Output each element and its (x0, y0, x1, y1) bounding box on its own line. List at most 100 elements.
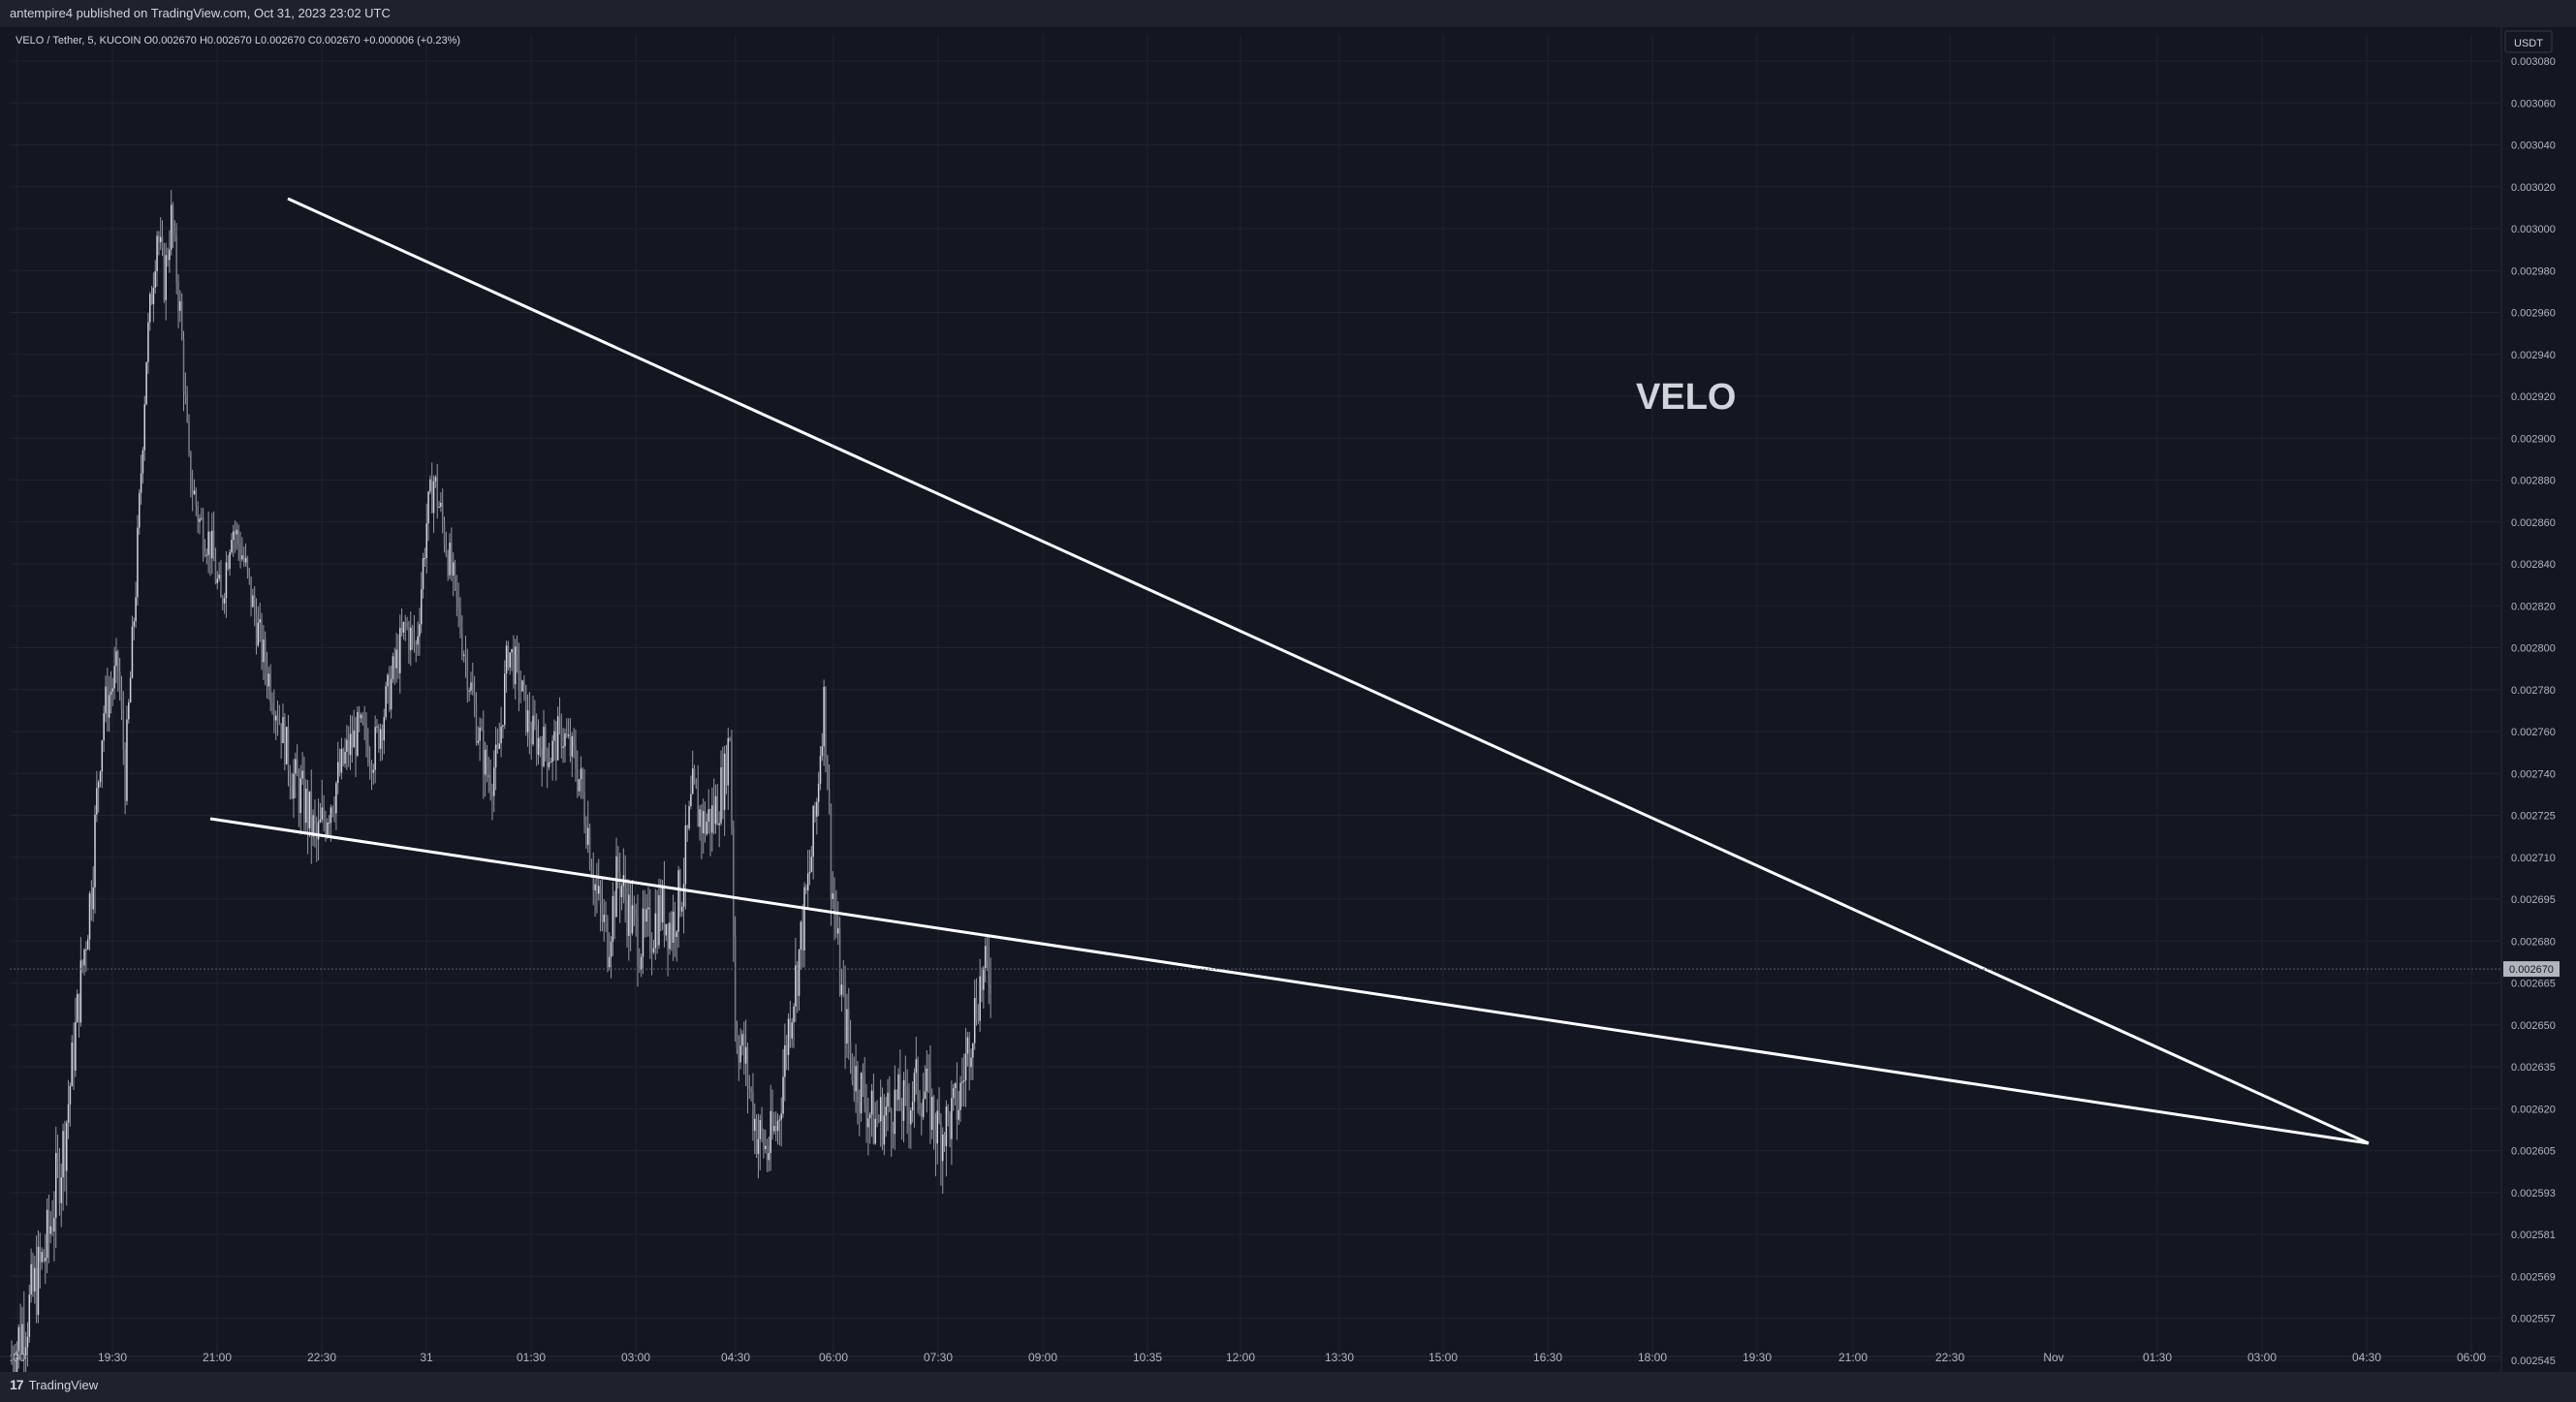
candle (800, 919, 802, 971)
candle (410, 611, 412, 667)
candle (573, 728, 575, 759)
candle (981, 967, 983, 1003)
candle (429, 475, 431, 495)
candle (983, 965, 985, 1010)
y-tick-label: 0.003060 (2511, 98, 2556, 109)
candle (588, 823, 591, 871)
candle (808, 849, 811, 886)
candle (140, 454, 142, 505)
candle (793, 1003, 795, 1048)
current-price-label: 0.002670 (2509, 964, 2554, 976)
candle (932, 1095, 935, 1150)
candle (537, 719, 540, 765)
candle (754, 1103, 756, 1155)
candle (640, 953, 643, 978)
candle (105, 675, 107, 723)
candle (413, 614, 416, 653)
candle (959, 1075, 961, 1122)
candle (887, 1078, 889, 1132)
candle (214, 547, 217, 585)
candle (420, 572, 423, 634)
candle (966, 1031, 969, 1067)
candle (317, 798, 320, 860)
candle (376, 719, 378, 733)
candle (594, 878, 596, 918)
candle (378, 724, 380, 753)
candle (67, 1079, 70, 1139)
candle (827, 755, 829, 791)
price-chart[interactable]: 0.003080 0.003060 0.003040 0.003020 0.003000… (0, 0, 2576, 1372)
candle (530, 721, 532, 761)
candle (675, 929, 677, 962)
candle (434, 475, 437, 488)
candle (464, 636, 467, 678)
candle (177, 273, 179, 328)
candle (952, 1083, 955, 1111)
candle (693, 764, 696, 785)
candle (704, 801, 707, 843)
candle (264, 631, 267, 686)
candle (977, 1004, 980, 1025)
candle (958, 1091, 959, 1126)
candle (218, 562, 220, 582)
candle (757, 1113, 760, 1179)
candle (709, 808, 711, 857)
candle (225, 551, 228, 618)
candle (731, 730, 733, 835)
publish-text: antempire4 published on TradingView.com,… (10, 6, 391, 20)
candle (817, 771, 820, 817)
y-tick-label: 0.002620 (2511, 1104, 2556, 1115)
candle (597, 858, 600, 901)
candle (489, 759, 491, 801)
candle (954, 1081, 957, 1106)
candle (182, 330, 185, 412)
candle (23, 1291, 25, 1372)
candle (141, 447, 144, 484)
candle (462, 650, 465, 663)
candle (122, 691, 125, 765)
tradingview-logo[interactable]: 17 TradingView (10, 1377, 98, 1392)
candle (17, 1324, 20, 1369)
candle (81, 958, 83, 974)
candle (284, 713, 286, 771)
candle (49, 1210, 52, 1244)
y-tick-label: 0.002581 (2511, 1230, 2556, 1241)
candle (612, 882, 614, 956)
candle (644, 889, 646, 938)
candle (19, 1303, 21, 1360)
candle (424, 547, 426, 568)
candle (911, 1081, 914, 1123)
candle (248, 567, 250, 585)
x-tick-label: 06:00 (2457, 1351, 2486, 1364)
candle (674, 901, 676, 957)
candle (725, 744, 728, 794)
candle (984, 937, 987, 982)
lower-trendline[interactable] (209, 817, 2370, 1145)
currency-badge[interactable]: USDT (2504, 30, 2553, 53)
candle (443, 516, 446, 553)
candle (303, 756, 305, 831)
y-tick-label: 0.002569 (2511, 1271, 2556, 1283)
candle (663, 860, 666, 948)
candle (253, 585, 256, 627)
y-tick-label: 0.003020 (2511, 182, 2556, 194)
candle (743, 1021, 745, 1075)
candle (652, 939, 655, 954)
candle (650, 932, 653, 976)
candle (865, 1083, 867, 1143)
candle (468, 687, 470, 701)
candle (876, 1100, 878, 1128)
candle (523, 674, 525, 701)
candle (39, 1232, 42, 1289)
candle (150, 286, 153, 305)
candle (924, 1065, 927, 1100)
candle (956, 1062, 958, 1140)
candle (917, 1056, 919, 1114)
candle (223, 592, 226, 614)
candle (699, 805, 701, 841)
y-tick-label: 0.002840 (2511, 559, 2556, 571)
candle (124, 741, 126, 815)
candle (810, 846, 813, 873)
upper-trendline[interactable] (287, 197, 2370, 1145)
x-tick-label: 13:30 (1325, 1351, 1354, 1364)
